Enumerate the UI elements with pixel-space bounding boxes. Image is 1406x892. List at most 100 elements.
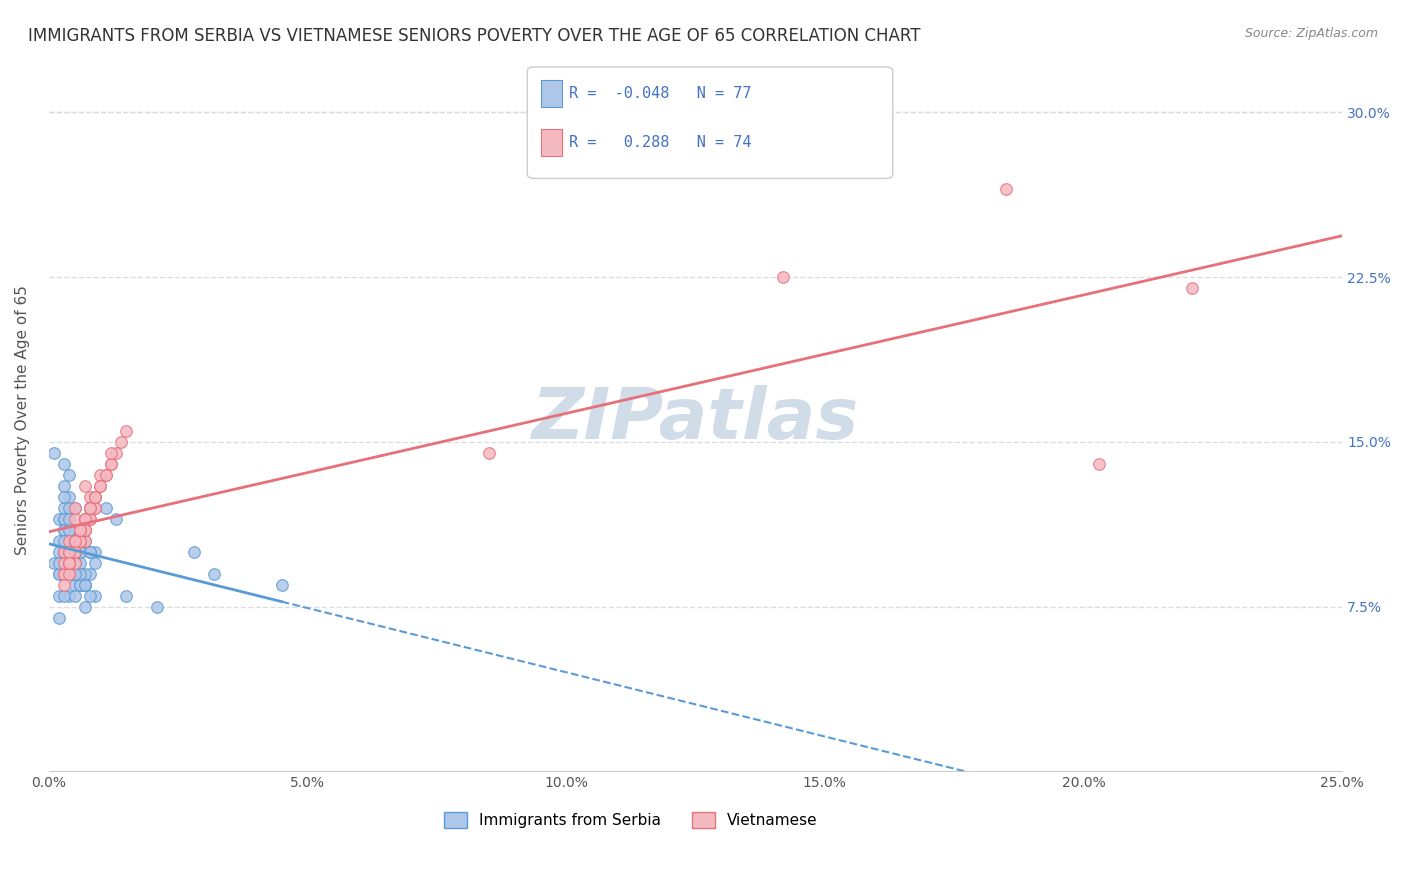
Point bbox=[73, 523, 96, 537]
Point bbox=[53, 457, 76, 471]
Point bbox=[477, 446, 499, 460]
Point bbox=[84, 490, 107, 504]
Point bbox=[53, 566, 76, 581]
Point bbox=[53, 512, 76, 526]
Point bbox=[53, 523, 76, 537]
Point bbox=[73, 533, 96, 548]
Point bbox=[79, 490, 101, 504]
Point bbox=[48, 512, 70, 526]
Text: ZIPatlas: ZIPatlas bbox=[531, 385, 859, 454]
Point bbox=[63, 545, 86, 559]
Point bbox=[79, 500, 101, 515]
Point bbox=[84, 556, 107, 570]
Point bbox=[69, 533, 91, 548]
Point bbox=[63, 545, 86, 559]
Point bbox=[89, 467, 111, 482]
Point bbox=[73, 577, 96, 591]
Point bbox=[84, 490, 107, 504]
Point bbox=[63, 512, 86, 526]
Point bbox=[53, 500, 76, 515]
Point bbox=[79, 545, 101, 559]
Point bbox=[63, 533, 86, 548]
Point bbox=[63, 556, 86, 570]
Point bbox=[146, 599, 169, 614]
Point bbox=[100, 457, 122, 471]
Point bbox=[58, 556, 80, 570]
Point bbox=[772, 270, 794, 285]
Point bbox=[48, 545, 70, 559]
Point bbox=[73, 523, 96, 537]
Point bbox=[69, 523, 91, 537]
Point bbox=[53, 589, 76, 603]
Point bbox=[58, 512, 80, 526]
Point bbox=[48, 566, 70, 581]
Legend: Immigrants from Serbia, Vietnamese: Immigrants from Serbia, Vietnamese bbox=[439, 805, 824, 834]
Point bbox=[202, 566, 225, 581]
Point bbox=[63, 533, 86, 548]
Point bbox=[58, 490, 80, 504]
Point bbox=[69, 577, 91, 591]
Text: R =   0.288   N = 74: R = 0.288 N = 74 bbox=[569, 136, 752, 150]
Point bbox=[58, 566, 80, 581]
Point bbox=[63, 545, 86, 559]
Point bbox=[53, 556, 76, 570]
Point bbox=[53, 523, 76, 537]
Point bbox=[73, 523, 96, 537]
Point bbox=[63, 577, 86, 591]
Point bbox=[63, 566, 86, 581]
Point bbox=[58, 523, 80, 537]
Point bbox=[63, 545, 86, 559]
Point bbox=[63, 545, 86, 559]
Point bbox=[69, 523, 91, 537]
Point bbox=[58, 533, 80, 548]
Point bbox=[42, 446, 65, 460]
Point bbox=[69, 556, 91, 570]
Point bbox=[69, 566, 91, 581]
Point bbox=[53, 545, 76, 559]
Point bbox=[58, 523, 80, 537]
Point bbox=[69, 523, 91, 537]
Point bbox=[94, 500, 117, 515]
Point bbox=[48, 556, 70, 570]
Point bbox=[73, 479, 96, 493]
Point bbox=[69, 545, 91, 559]
Point bbox=[69, 545, 91, 559]
Point bbox=[94, 467, 117, 482]
Point bbox=[53, 490, 76, 504]
Point bbox=[73, 566, 96, 581]
Point bbox=[84, 490, 107, 504]
Point bbox=[63, 556, 86, 570]
Point bbox=[79, 500, 101, 515]
Point bbox=[63, 533, 86, 548]
Point bbox=[63, 566, 86, 581]
Point bbox=[53, 545, 76, 559]
Point bbox=[94, 467, 117, 482]
Point bbox=[79, 545, 101, 559]
Point bbox=[73, 533, 96, 548]
Point bbox=[63, 566, 86, 581]
Point bbox=[115, 424, 138, 438]
Point bbox=[84, 500, 107, 515]
Point bbox=[63, 589, 86, 603]
Point bbox=[79, 500, 101, 515]
Point bbox=[69, 566, 91, 581]
Point bbox=[79, 500, 101, 515]
Point bbox=[79, 589, 101, 603]
Point bbox=[1088, 457, 1111, 471]
Point bbox=[84, 500, 107, 515]
Point bbox=[58, 566, 80, 581]
Point bbox=[58, 533, 80, 548]
Point bbox=[79, 545, 101, 559]
Point bbox=[48, 533, 70, 548]
Point bbox=[89, 479, 111, 493]
Point bbox=[58, 467, 80, 482]
Point bbox=[58, 512, 80, 526]
Point bbox=[73, 512, 96, 526]
Point bbox=[73, 512, 96, 526]
Point bbox=[89, 479, 111, 493]
Point bbox=[69, 523, 91, 537]
Point bbox=[58, 545, 80, 559]
Point bbox=[69, 533, 91, 548]
Point bbox=[48, 589, 70, 603]
Point bbox=[270, 577, 292, 591]
